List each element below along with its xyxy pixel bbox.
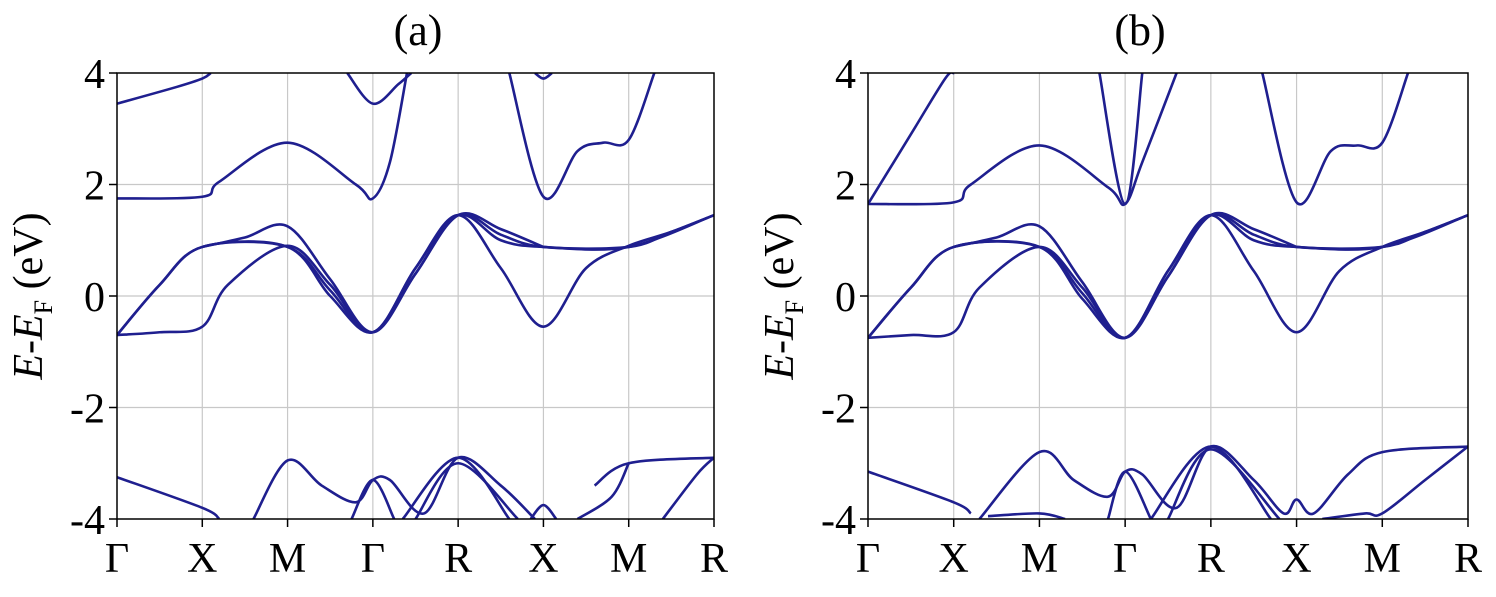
x-tick-label: R <box>700 536 728 582</box>
band-11 <box>252 455 536 519</box>
x-tick-label: R <box>444 536 472 582</box>
x-tick-label: X <box>187 536 217 582</box>
band-5 <box>117 73 409 201</box>
x-tick-label: Γ <box>105 536 129 582</box>
band-9 <box>868 470 972 515</box>
band-16 <box>593 456 714 487</box>
panel-title: (a) <box>394 6 443 55</box>
x-tick-label: M <box>269 536 306 582</box>
panel-title: (b) <box>1114 6 1165 55</box>
y-tick-label: 2 <box>835 164 856 210</box>
band-14 <box>1166 448 1281 519</box>
band-4 <box>953 211 1298 340</box>
y-tick-label: 0 <box>84 275 105 321</box>
x-tick-label: Γ <box>856 536 880 582</box>
x-tick-label: M <box>610 536 647 582</box>
y-label-e: E <box>757 354 803 381</box>
band-13 <box>1149 445 1272 519</box>
y-tick-label: -4 <box>70 498 105 544</box>
x-tick-label: X <box>528 536 558 582</box>
band-4 <box>202 212 544 334</box>
band-12 <box>350 478 396 519</box>
y-label-sep: - <box>6 340 52 354</box>
x-tick-label: X <box>1281 536 1311 582</box>
y-tick-label: -4 <box>821 498 856 544</box>
x-tick-label: R <box>1197 536 1225 582</box>
y-label-ef: E <box>6 314 52 341</box>
band-13 <box>401 456 511 519</box>
x-tick-label: M <box>1021 536 1058 582</box>
y-label-subscript: F <box>780 300 809 314</box>
band-10 <box>978 444 1468 519</box>
band-8 <box>508 73 656 201</box>
band-6 <box>868 73 955 205</box>
y-tick-label: -2 <box>70 387 105 433</box>
y-axis-label: E-EF (eV) <box>6 212 58 380</box>
x-tick-label: R <box>1454 536 1482 582</box>
band-15 <box>529 503 558 519</box>
x-tick-label: M <box>1364 536 1401 582</box>
y-label-sep: - <box>757 340 803 354</box>
y-axis-label: E-EF (eV) <box>757 212 809 380</box>
bands <box>117 73 714 519</box>
band-9 <box>534 73 553 80</box>
band-18 <box>661 456 714 519</box>
y-label-unit: (eV) <box>6 212 52 299</box>
x-tick-label: X <box>939 536 969 582</box>
y-label-unit: (eV) <box>757 212 803 299</box>
band-12 <box>1106 470 1153 519</box>
band-11 <box>987 512 1066 519</box>
y-tick-label: 2 <box>84 164 105 210</box>
y-label-e: E <box>6 354 52 381</box>
band-5 <box>868 73 1178 207</box>
band-10 <box>117 475 221 519</box>
x-tick-label: Γ <box>1113 536 1137 582</box>
y-tick-label: 0 <box>835 275 856 321</box>
y-label-subscript: F <box>29 300 58 314</box>
band-7 <box>346 73 413 105</box>
y-tick-label: 4 <box>84 52 105 98</box>
band-6 <box>117 73 212 105</box>
y-tick-label: 4 <box>835 52 856 98</box>
y-label-ef: E <box>757 314 803 341</box>
y-tick-label: -2 <box>821 387 856 433</box>
band-7 <box>1098 73 1144 206</box>
band-15 <box>1322 445 1468 519</box>
x-tick-label: Γ <box>361 536 385 582</box>
band-17 <box>576 462 630 519</box>
bands <box>868 73 1468 519</box>
band-8 <box>1261 73 1410 206</box>
band-14 <box>414 461 519 519</box>
